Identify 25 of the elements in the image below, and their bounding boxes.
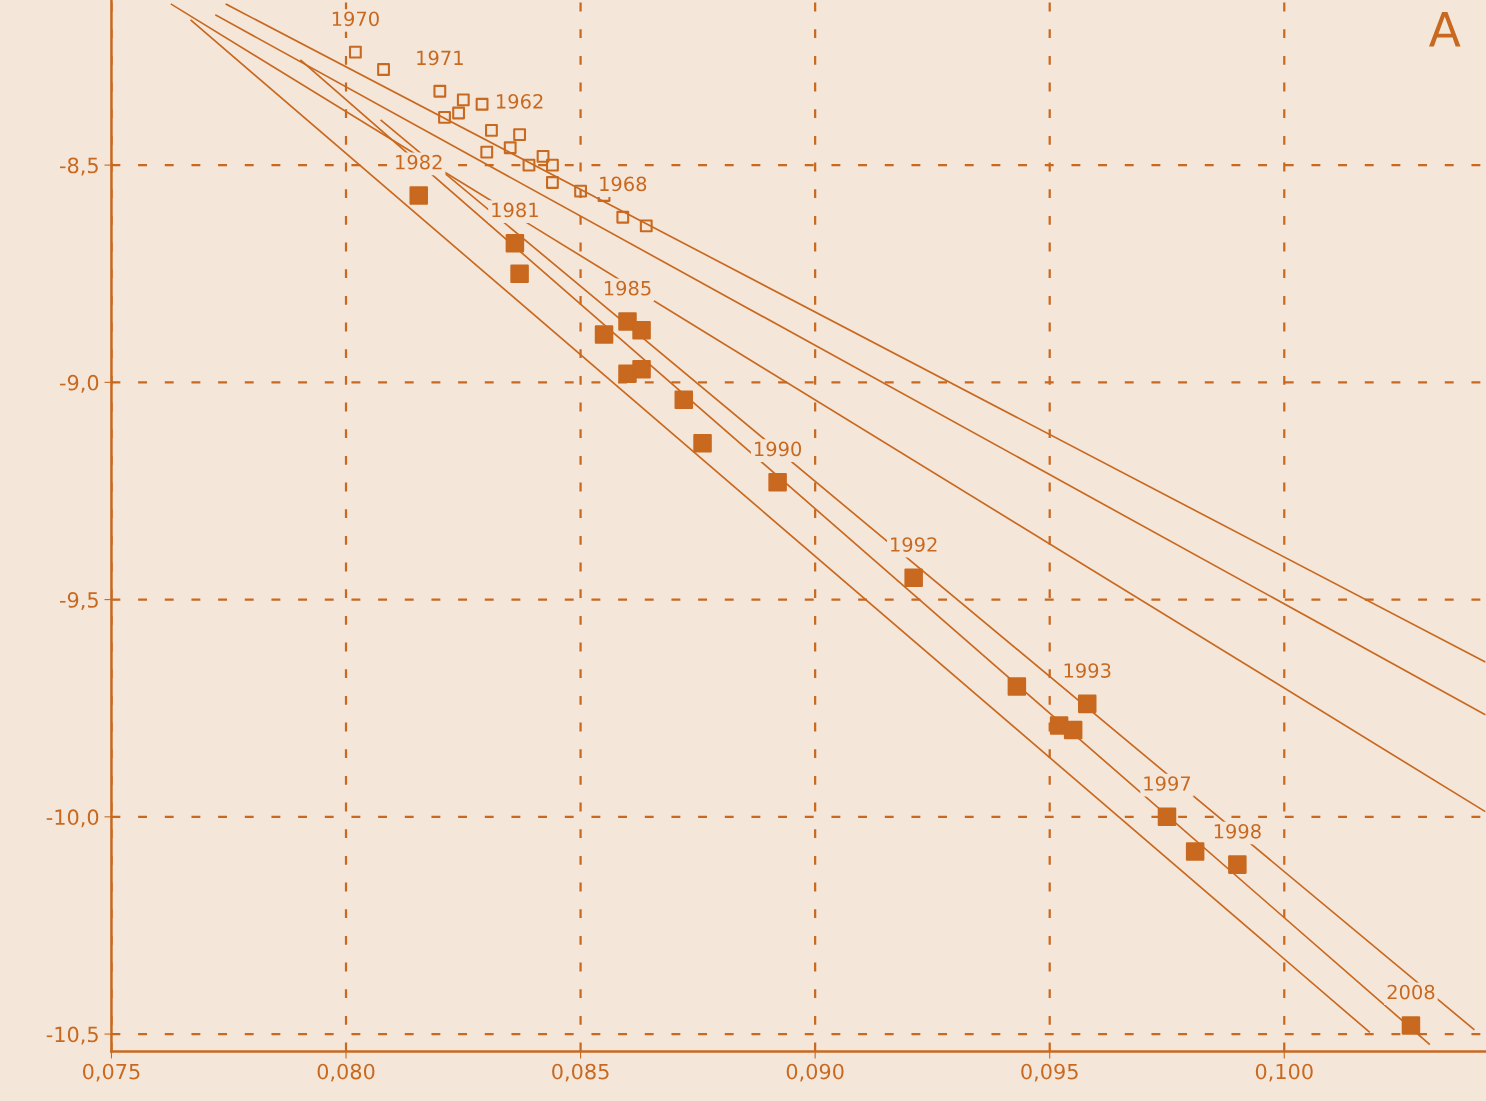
x-tick-label: 0,075 [83, 1063, 140, 1082]
x-tick-label: 0,095 [1021, 1063, 1078, 1082]
annotation: 1992 [891, 537, 937, 552]
annotation: 1998 [1214, 823, 1261, 839]
annotation: 1990 [755, 441, 802, 457]
x-tick-label: 0,090 [786, 1063, 844, 1082]
annotation: 2008 [1387, 984, 1435, 1000]
annotation: 1971 [417, 50, 463, 66]
x-tick-label: 0,080 [317, 1063, 375, 1082]
annotation: 1997 [1144, 776, 1191, 791]
y-tick-label: -10,0 [46, 809, 99, 828]
y-tick-label: -10,5 [46, 1026, 98, 1045]
annotation: 1970 [332, 11, 379, 27]
x-tick-label: 0,085 [552, 1063, 609, 1082]
y-tick-label: -8,5 [60, 157, 98, 176]
annotation: 1993 [1064, 663, 1111, 678]
x-tick-label: 0,100 [1255, 1063, 1313, 1082]
y-tick-label: -9,0 [60, 374, 99, 393]
annotation: 1962 [496, 93, 543, 109]
annotation: 1981 [492, 202, 538, 218]
annotation: 1985 [604, 280, 651, 296]
annotation: 1968 [600, 176, 647, 192]
annotation: 1982 [396, 154, 442, 170]
y-tick-label: -9,5 [60, 592, 98, 610]
annotation: A [1428, 11, 1461, 47]
